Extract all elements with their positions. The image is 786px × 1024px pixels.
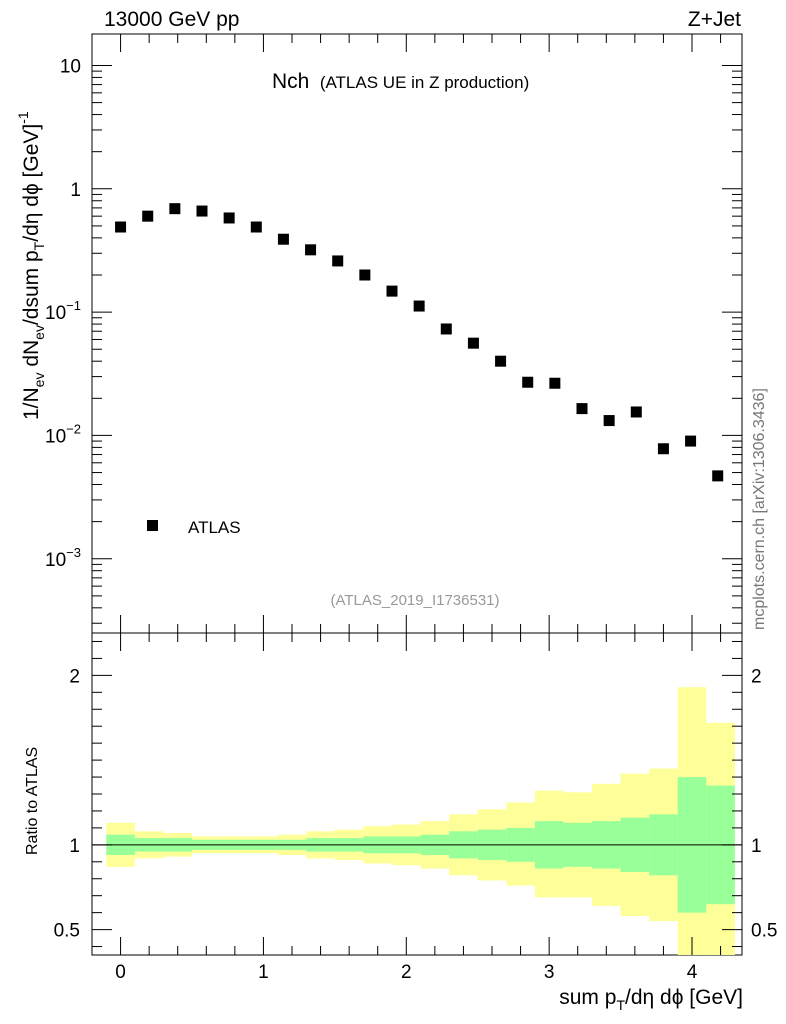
main-y-tick-label: 10−2 — [45, 421, 81, 447]
x-axis-label: sum pT/dη dϕ [GeV] — [559, 986, 743, 1013]
ratio-y-tick-label: 1 — [69, 836, 80, 857]
main-y-axis-label: 1/Nev dNev/dsum pT/dη dϕ [GeV]-1 — [15, 111, 47, 420]
data-point — [440, 323, 452, 335]
ratio-y-tick-label-right: 0.5 — [751, 921, 777, 942]
x-tick-label: 2 — [401, 962, 412, 983]
data-point — [115, 221, 127, 233]
main-y-tick-label: 10−3 — [45, 545, 81, 571]
data-point — [277, 233, 289, 245]
data-point — [712, 470, 724, 482]
main-y-tick-label: 1 — [70, 180, 81, 201]
legend-marker-atlas — [147, 520, 158, 531]
main-y-ticks: 10 1 10−1 10−2 10−3 — [45, 56, 742, 624]
plot-title: Nch (ATLAS UE in Z production) — [272, 70, 529, 93]
data-point — [685, 435, 697, 447]
energy-label: 13000 GeV pp — [104, 8, 239, 31]
data-point — [495, 355, 507, 367]
data-point — [467, 337, 479, 349]
data-point — [603, 415, 615, 427]
ratio-y-axis-label: Ratio to ATLAS — [24, 747, 41, 855]
ratio-y-tick-label-right: 1 — [751, 836, 762, 857]
plot-title-main: Nch — [272, 70, 309, 93]
data-point — [657, 443, 669, 455]
ratio-x-ticks: 0 1 2 3 4 — [91, 633, 722, 983]
data-point — [549, 377, 561, 389]
main-x-ticks — [91, 34, 722, 633]
x-tick-label: 1 — [258, 962, 269, 983]
plot-title-sub: (ATLAS UE in Z production) — [320, 73, 529, 92]
ratio-bands — [106, 687, 735, 955]
data-point — [413, 300, 425, 312]
data-point — [223, 212, 235, 224]
ratio-y-tick-label: 0.5 — [54, 921, 80, 942]
data-point — [305, 244, 317, 256]
analysis-id: (ATLAS_2019_I1736531) — [330, 592, 499, 609]
data-point — [169, 203, 181, 215]
ratio-y-tick-label: 2 — [69, 666, 80, 687]
main-y-tick-label: 10−1 — [45, 298, 81, 324]
main-y-tick-label: 10 — [60, 56, 81, 77]
data-point — [630, 406, 642, 418]
ratio-y-tick-label-right: 2 — [751, 666, 762, 687]
x-tick-label: 0 — [115, 962, 126, 983]
x-tick-label: 3 — [544, 962, 555, 983]
data-point — [359, 269, 371, 281]
legend-label-atlas: ATLAS — [188, 518, 241, 537]
data-point — [250, 221, 262, 233]
data-point — [332, 255, 344, 267]
side-label: mcplots.cern.ch [arXiv:1306.3436] — [751, 388, 768, 630]
data-point — [142, 210, 154, 222]
atlas-data-points — [115, 203, 724, 482]
x-tick-label: 4 — [687, 962, 698, 983]
data-point — [576, 403, 588, 415]
data-point — [522, 376, 534, 388]
data-point — [386, 285, 398, 297]
ratio-y-ticks: 0.5 0.5 1 1 2 2 — [54, 640, 777, 948]
data-point — [196, 205, 208, 217]
process-label: Z+Jet — [688, 8, 741, 31]
main-plot-frame — [91, 33, 743, 634]
